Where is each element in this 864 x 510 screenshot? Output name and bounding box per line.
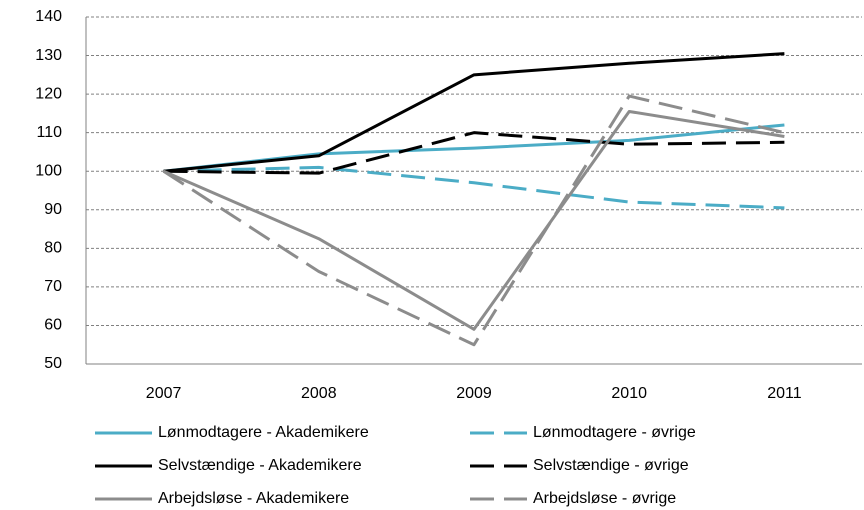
x-tick-label: 2007 [146,385,182,402]
legend-label: Lønmodtagere - øvrige [533,424,696,441]
y-tick-label: 140 [35,8,62,25]
x-tick-label: 2008 [301,385,337,402]
series-line [163,131,785,175]
y-tick-label: 60 [44,317,62,334]
legend-label: Lønmodtagere - Akademikere [158,424,369,441]
y-tick-label: 50 [44,355,62,372]
series-line [163,109,785,331]
y-tick-label: 130 [35,47,62,64]
legend-label: Selvstændige - Akademikere [158,457,362,474]
y-tick-label: 100 [35,162,62,179]
legend-label: Arbejdsløse - øvrige [533,490,676,507]
x-tick-label: 2009 [456,385,492,402]
y-tick-label: 80 [44,240,62,257]
y-tick-label: 120 [35,85,62,102]
x-tick-label: 2010 [611,385,647,402]
y-tick-label: 110 [36,124,62,141]
legend-label: Selvstændige - øvrige [533,457,689,474]
series-line [163,165,785,210]
series-line [162,94,785,347]
y-tick-label: 90 [44,201,62,218]
series-line [163,52,785,173]
legend-label: Arbejdsløse - Akademikere [158,490,349,507]
x-tick-label: 2011 [767,385,802,402]
y-tick-label: 70 [44,278,62,295]
